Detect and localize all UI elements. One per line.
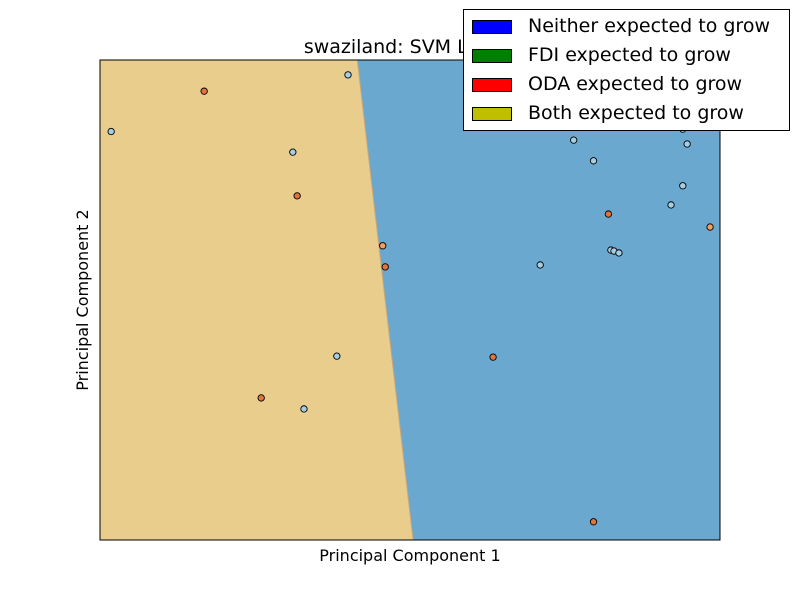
scatter-point-8 bbox=[333, 352, 341, 360]
scatter-point-19 bbox=[667, 201, 675, 209]
x-axis-label: Principal Component 1 bbox=[319, 546, 500, 565]
scatter-point-2 bbox=[200, 87, 208, 95]
scatter-point-3 bbox=[289, 148, 297, 156]
region-both-expected-to-grow bbox=[100, 60, 414, 540]
legend-label-fdi: FDI expected to grow bbox=[528, 44, 731, 66]
scatter-point-1 bbox=[107, 127, 115, 136]
scatter-points bbox=[107, 71, 714, 526]
legend-label-oda: ODA expected to grow bbox=[528, 73, 743, 95]
decision-boundary bbox=[356, 59, 414, 541]
scatter-point-23 bbox=[706, 223, 714, 231]
legend-swatch-neither bbox=[472, 20, 512, 34]
legend-swatch-fdi bbox=[472, 49, 512, 63]
scatter-point-7 bbox=[381, 263, 389, 271]
scatter-point-18 bbox=[615, 249, 623, 257]
legend-label-neither: Neither expected to grow bbox=[528, 15, 770, 37]
y-axis-label: Principal Component 2 bbox=[73, 209, 92, 390]
scatter-point-20 bbox=[679, 182, 687, 190]
plot-frame bbox=[99, 59, 721, 541]
scatter-point-11 bbox=[489, 353, 497, 361]
region-neither-expected-to-grow bbox=[357, 60, 720, 540]
scatter-point-21 bbox=[683, 140, 691, 148]
scatter-point-4 bbox=[293, 192, 301, 200]
scatter-point-12 bbox=[536, 261, 544, 269]
legend-label-both: Both expected to grow bbox=[528, 102, 744, 124]
scatter-point-14 bbox=[589, 157, 598, 165]
scatter-point-9 bbox=[257, 394, 265, 402]
legend-swatch-both bbox=[472, 107, 512, 121]
scatter-point-5 bbox=[344, 71, 352, 79]
legend-swatch-oda bbox=[472, 78, 512, 92]
legend: Neither expected to grow FDI expected to… bbox=[463, 9, 790, 131]
scatter-point-10 bbox=[300, 405, 308, 413]
scatter-point-15 bbox=[604, 210, 613, 218]
scatter-point-6 bbox=[379, 242, 387, 250]
scatter-point-24 bbox=[589, 518, 598, 526]
plot-area bbox=[99, 59, 721, 541]
scatter-point-13 bbox=[570, 136, 578, 144]
